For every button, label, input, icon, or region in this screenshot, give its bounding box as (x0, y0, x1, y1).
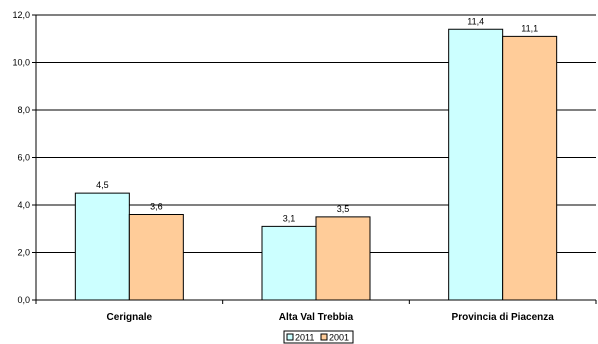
y-tick-label: 4,0 (17, 200, 30, 210)
y-tick-label: 0,0 (17, 295, 30, 305)
bar (502, 35, 558, 301)
legend-swatch (286, 333, 294, 341)
bar (74, 192, 130, 301)
bars (74, 28, 558, 301)
legend-label: 2011 (295, 333, 314, 343)
data-label: 3,1 (283, 213, 296, 223)
data-label: 3,5 (337, 204, 350, 214)
data-label: 3,6 (150, 202, 163, 212)
category-label: Cerignale (107, 312, 153, 323)
legend-box (283, 330, 354, 344)
legend: 2011 2001 (283, 330, 354, 344)
y-tick-label: 8,0 (17, 105, 30, 115)
axes (32, 14, 597, 304)
bar (128, 214, 184, 301)
data-label: 11,4 (467, 16, 484, 26)
bar (261, 225, 317, 301)
data-label: 11,1 (521, 23, 538, 33)
labels: 0,0 2,0 4,0 6,0 8,0 10,0 12,0 4,5 3,6 Cerignale 3,… (12, 10, 554, 323)
data-label: 4,5 (96, 180, 109, 190)
y-tick-label: 12,0 (12, 10, 30, 20)
y-tick-label: 10,0 (12, 58, 30, 68)
y-tick-label: 6,0 (17, 153, 30, 163)
category-label: Alta Val Trebbia (279, 312, 354, 323)
y-tick-label: 2,0 (17, 248, 30, 258)
bar (315, 216, 371, 301)
category-label: Provincia di Piacenza (452, 312, 555, 323)
legend-label: 2001 (329, 333, 349, 343)
bar (448, 28, 504, 301)
legend-swatch (320, 333, 328, 341)
